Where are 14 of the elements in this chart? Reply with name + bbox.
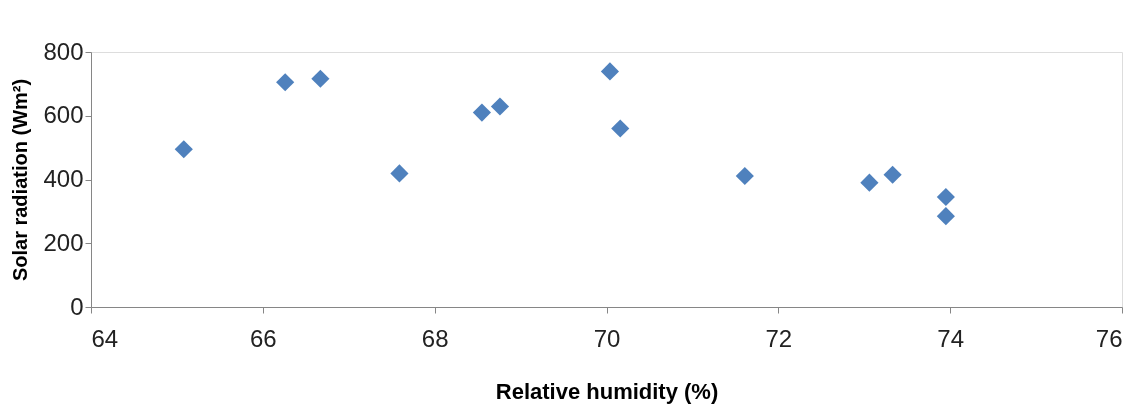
y-tick-label: 400 — [43, 165, 84, 192]
x-tick-label: 64 — [91, 324, 119, 352]
x-tick-label: 72 — [765, 324, 793, 352]
x-tick-label: 66 — [249, 324, 277, 352]
y-tick-label: 0 — [70, 292, 84, 320]
x-tick-label: 70 — [593, 324, 621, 352]
x-axis-title: Relative humidity (%) — [495, 378, 719, 404]
x-tick-label: 68 — [421, 324, 449, 352]
x-tick-label: 74 — [937, 324, 965, 352]
x-tick-label: 76 — [1095, 324, 1123, 352]
y-tick-label: 600 — [43, 101, 84, 129]
y-tick-label: 200 — [43, 228, 84, 256]
y-axis-title: Solar radiation (Wm²) — [9, 78, 32, 282]
y-tick-label: 800 — [43, 37, 84, 65]
